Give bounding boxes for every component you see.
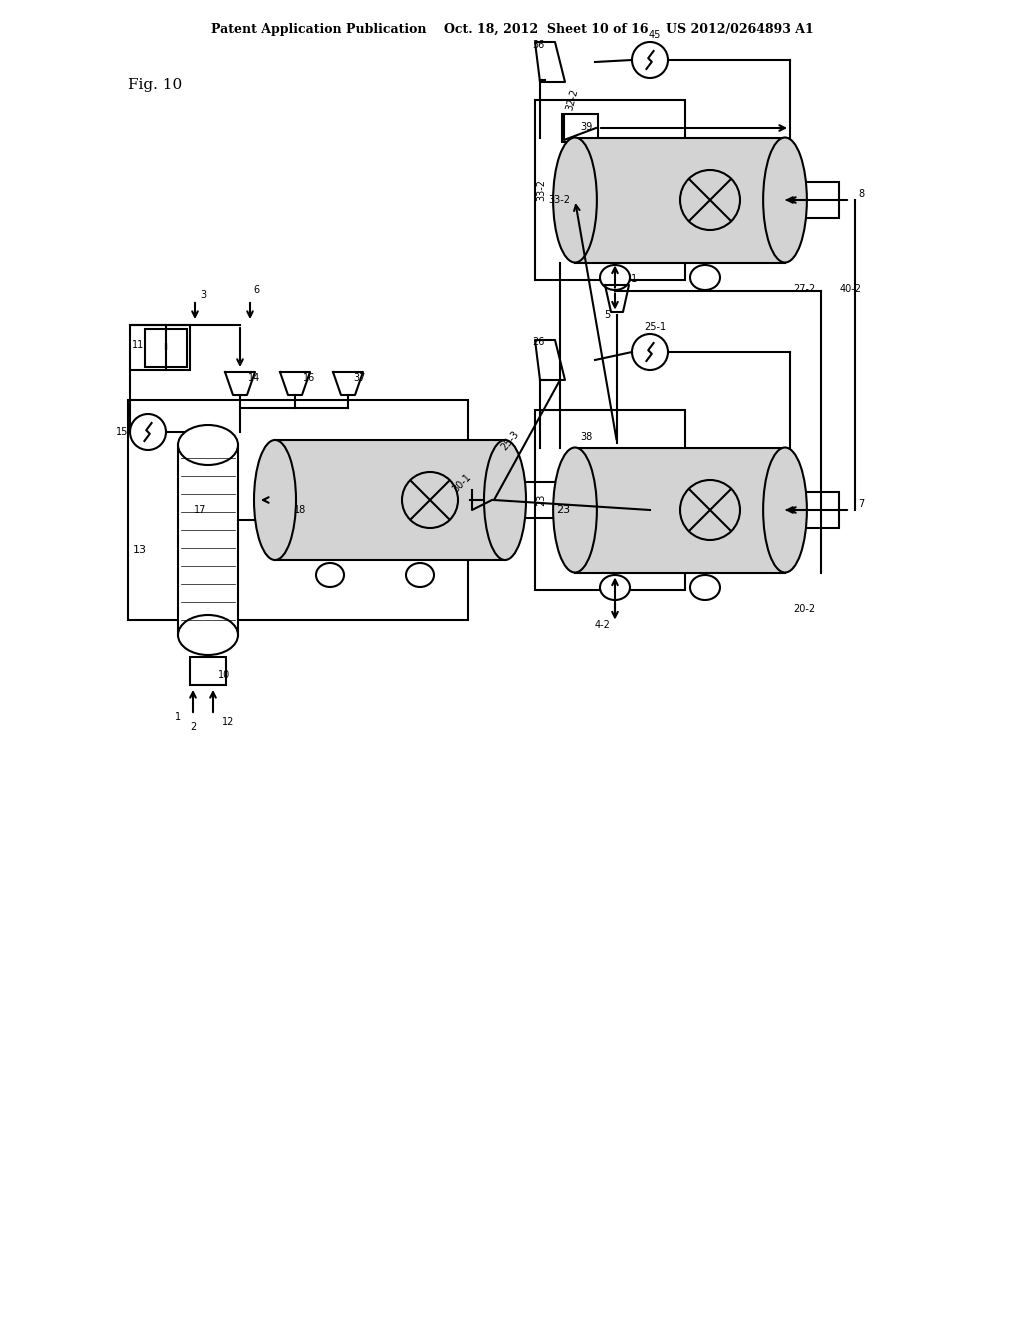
Text: 38: 38 <box>580 432 592 441</box>
Bar <box>562 114 598 143</box>
Text: II: II <box>164 343 169 352</box>
Text: 7: 7 <box>858 499 864 510</box>
Bar <box>575 447 785 573</box>
Text: 26: 26 <box>532 337 545 347</box>
Text: 25-1: 25-1 <box>644 322 666 333</box>
Text: 32-2: 32-2 <box>564 88 580 112</box>
Text: 17: 17 <box>194 506 206 515</box>
Text: 11: 11 <box>132 341 144 350</box>
Ellipse shape <box>178 615 238 655</box>
Text: 45: 45 <box>649 30 662 40</box>
Text: 5: 5 <box>604 309 610 319</box>
Bar <box>130 325 190 370</box>
Text: Fig. 10: Fig. 10 <box>128 78 182 92</box>
Bar <box>145 329 187 367</box>
Ellipse shape <box>690 576 720 601</box>
Text: 25-3: 25-3 <box>499 429 521 451</box>
Ellipse shape <box>600 265 630 290</box>
Text: 37: 37 <box>353 374 366 383</box>
Text: 10: 10 <box>218 671 230 680</box>
Text: 16: 16 <box>303 374 315 383</box>
Ellipse shape <box>484 440 526 560</box>
Text: 13: 13 <box>133 545 147 554</box>
Text: 31: 31 <box>625 275 637 284</box>
Text: 23: 23 <box>536 494 546 506</box>
Text: 1: 1 <box>175 711 181 722</box>
Text: 40-2: 40-2 <box>840 285 862 294</box>
Text: 33-2: 33-2 <box>536 180 546 201</box>
Ellipse shape <box>553 137 597 263</box>
Text: 4-2: 4-2 <box>594 619 610 630</box>
Bar <box>803 182 839 218</box>
Text: 33-2: 33-2 <box>548 195 570 205</box>
Text: 18: 18 <box>294 506 306 515</box>
Text: 8: 8 <box>858 189 864 199</box>
Ellipse shape <box>254 440 296 560</box>
Bar <box>128 400 468 620</box>
Bar <box>575 137 785 263</box>
Ellipse shape <box>763 137 807 263</box>
Text: 27-2: 27-2 <box>793 285 815 294</box>
Bar <box>535 411 685 590</box>
Bar <box>190 657 226 685</box>
Text: 14: 14 <box>248 374 260 383</box>
Text: 23: 23 <box>556 506 570 515</box>
Bar <box>178 445 238 635</box>
Bar <box>535 100 685 280</box>
Text: 36: 36 <box>532 40 545 50</box>
Text: 20-2: 20-2 <box>793 605 815 615</box>
Text: 12: 12 <box>222 717 234 727</box>
Text: 2: 2 <box>189 722 197 733</box>
Ellipse shape <box>553 447 597 573</box>
Ellipse shape <box>178 425 238 465</box>
Bar <box>275 440 505 560</box>
Text: Patent Application Publication    Oct. 18, 2012  Sheet 10 of 16    US 2012/02648: Patent Application Publication Oct. 18, … <box>211 24 813 37</box>
Ellipse shape <box>600 576 630 601</box>
Ellipse shape <box>406 564 434 587</box>
Text: 6: 6 <box>253 285 259 294</box>
Text: 15: 15 <box>116 426 128 437</box>
Ellipse shape <box>690 265 720 290</box>
Bar <box>525 482 561 517</box>
Text: 3: 3 <box>200 290 206 300</box>
Text: 30-1: 30-1 <box>451 471 473 494</box>
Ellipse shape <box>316 564 344 587</box>
Bar <box>470 488 494 512</box>
Text: 39: 39 <box>580 121 592 132</box>
Ellipse shape <box>763 447 807 573</box>
Bar <box>803 492 839 528</box>
